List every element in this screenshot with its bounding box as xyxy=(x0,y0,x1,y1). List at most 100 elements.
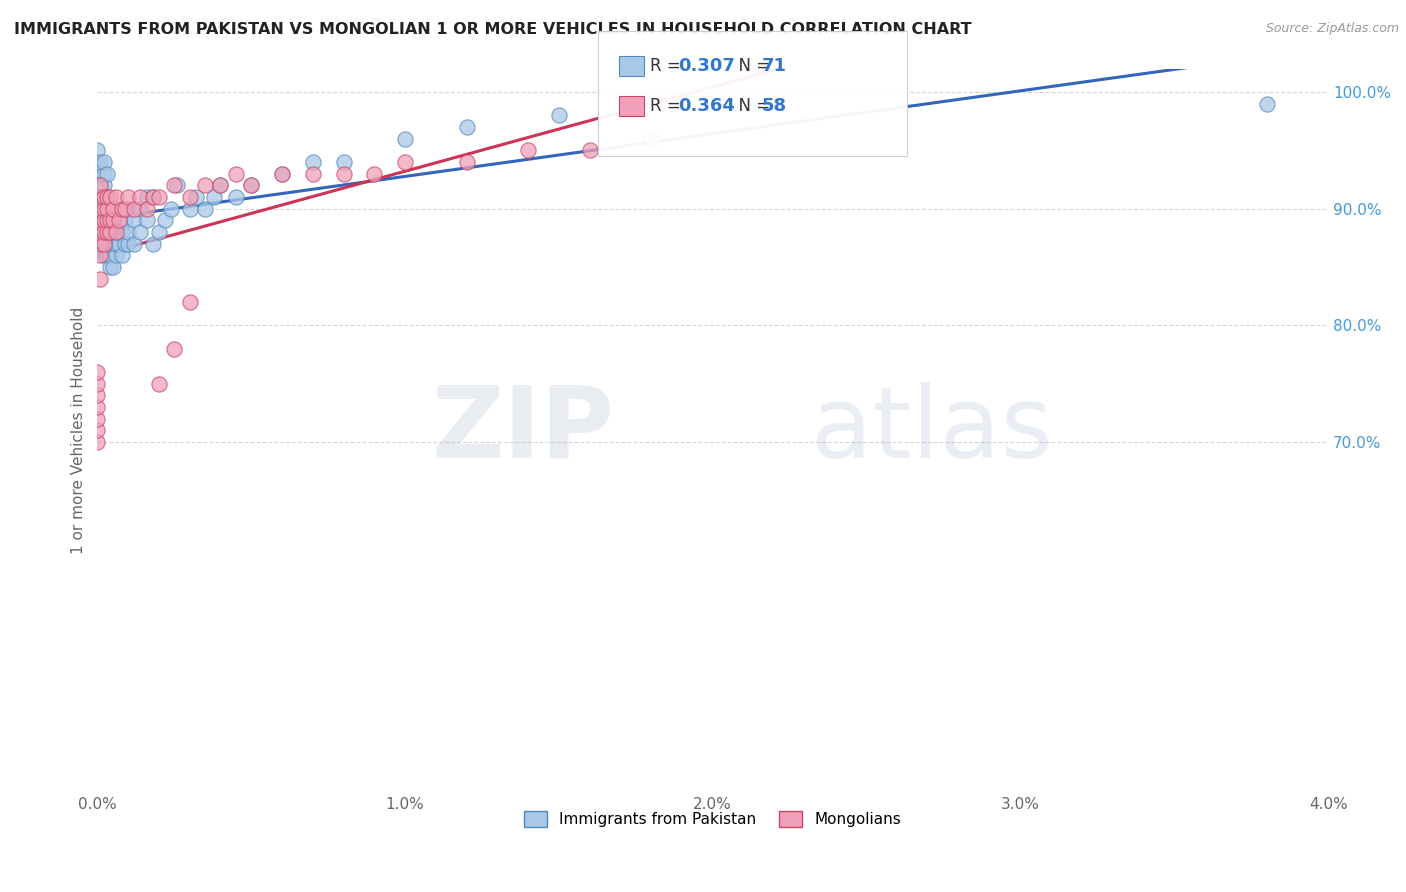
Legend: Immigrants from Pakistan, Mongolians: Immigrants from Pakistan, Mongolians xyxy=(516,804,908,835)
Point xyxy=(117,225,139,239)
Point xyxy=(135,213,157,227)
Point xyxy=(129,225,152,239)
Point xyxy=(184,190,207,204)
Point xyxy=(148,376,170,391)
Point xyxy=(96,225,118,239)
Y-axis label: 1 or more Vehicles in Household: 1 or more Vehicles in Household xyxy=(72,307,86,554)
Point xyxy=(96,248,118,262)
Point xyxy=(93,236,115,251)
Point xyxy=(93,236,115,251)
Point xyxy=(225,190,247,204)
Point xyxy=(456,120,478,134)
Point xyxy=(89,225,111,239)
Point xyxy=(394,154,416,169)
Point xyxy=(89,202,111,216)
Point xyxy=(148,225,170,239)
Point xyxy=(108,236,131,251)
Point xyxy=(301,154,323,169)
Point xyxy=(86,434,108,449)
Point xyxy=(89,154,111,169)
Point xyxy=(93,225,115,239)
Point xyxy=(124,236,146,251)
Point xyxy=(129,190,152,204)
Point xyxy=(179,294,201,309)
Text: 0.364: 0.364 xyxy=(678,97,734,115)
Text: R =: R = xyxy=(650,57,686,75)
Point xyxy=(93,225,115,239)
Point xyxy=(363,167,385,181)
Point xyxy=(394,131,416,145)
Point xyxy=(179,190,201,204)
Point xyxy=(153,213,176,227)
Point xyxy=(86,365,108,379)
Text: N =: N = xyxy=(728,97,776,115)
Point xyxy=(271,167,294,181)
Text: N =: N = xyxy=(728,57,776,75)
Point xyxy=(240,178,263,193)
Point xyxy=(456,154,478,169)
Point xyxy=(86,143,108,157)
Point xyxy=(96,225,118,239)
Point xyxy=(271,167,294,181)
Point xyxy=(86,178,108,193)
Text: 58: 58 xyxy=(762,97,787,115)
Point xyxy=(93,190,115,204)
Point xyxy=(148,190,170,204)
Point xyxy=(301,167,323,181)
Point xyxy=(225,167,247,181)
Point xyxy=(108,213,131,227)
Point xyxy=(104,225,127,239)
Point xyxy=(86,202,108,216)
Point xyxy=(96,190,118,204)
Point xyxy=(194,202,217,216)
Point xyxy=(117,190,139,204)
Point xyxy=(129,202,152,216)
Point xyxy=(111,248,134,262)
Point xyxy=(96,190,118,204)
Point xyxy=(114,236,136,251)
Point xyxy=(96,167,118,181)
Point xyxy=(332,154,354,169)
Point xyxy=(179,202,201,216)
Point xyxy=(98,260,121,274)
Text: R =: R = xyxy=(650,97,686,115)
Point xyxy=(640,131,662,145)
Point xyxy=(93,213,115,227)
Point xyxy=(240,178,263,193)
Point xyxy=(93,178,115,193)
Point xyxy=(93,167,115,181)
Point xyxy=(163,342,186,356)
Point xyxy=(86,167,108,181)
Point xyxy=(101,202,124,216)
Point xyxy=(101,225,124,239)
Point xyxy=(101,236,124,251)
Text: 71: 71 xyxy=(762,57,787,75)
Point xyxy=(89,236,111,251)
Point xyxy=(142,190,165,204)
Point xyxy=(93,248,115,262)
Point xyxy=(135,202,157,216)
Point xyxy=(142,236,165,251)
Point xyxy=(89,178,111,193)
Point xyxy=(194,178,217,193)
Point xyxy=(98,236,121,251)
Point xyxy=(101,260,124,274)
Point xyxy=(89,248,111,262)
Point xyxy=(98,225,121,239)
Point xyxy=(104,225,127,239)
Point xyxy=(89,178,111,193)
Point xyxy=(104,190,127,204)
Point xyxy=(111,202,134,216)
Point xyxy=(93,190,115,204)
Point xyxy=(93,154,115,169)
Point xyxy=(160,202,183,216)
Point xyxy=(142,190,165,204)
Point xyxy=(86,411,108,425)
Point xyxy=(163,178,186,193)
Point xyxy=(89,225,111,239)
Point xyxy=(96,213,118,227)
Point xyxy=(209,178,232,193)
Point xyxy=(517,143,540,157)
Point xyxy=(86,154,108,169)
Point xyxy=(114,213,136,227)
